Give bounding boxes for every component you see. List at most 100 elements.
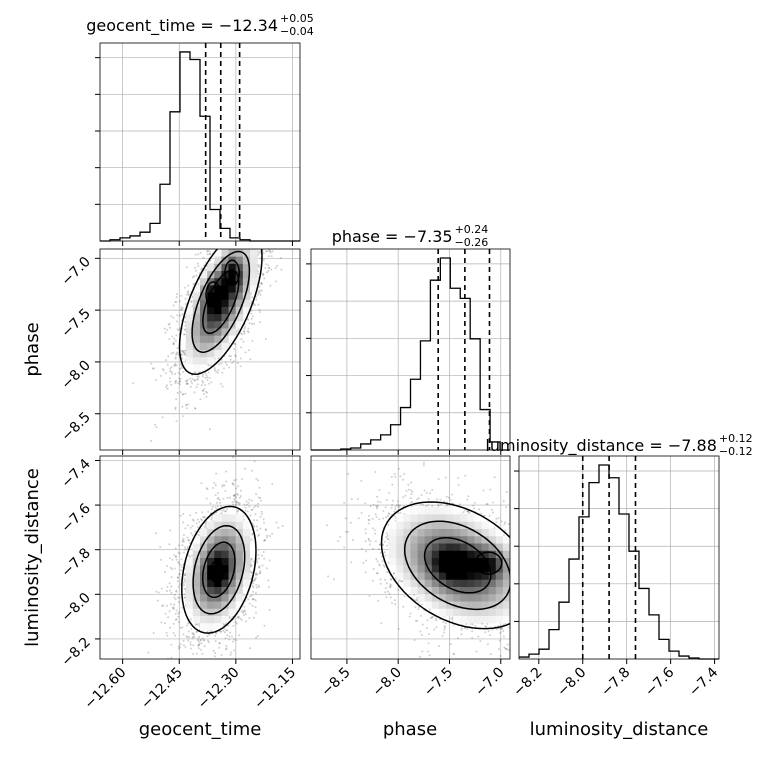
sample-point — [173, 342, 175, 345]
sample-point — [193, 636, 196, 639]
sample-point — [237, 615, 240, 618]
sample-point — [235, 501, 238, 504]
sample-point — [170, 383, 173, 386]
density-cell — [242, 270, 251, 279]
sample-point — [250, 661, 252, 663]
sample-point — [257, 584, 260, 587]
sample-point — [262, 258, 265, 261]
sample-point — [234, 504, 237, 507]
sample-point — [166, 634, 169, 637]
hist-geocent_time — [95, 43, 300, 242]
sample-point — [159, 374, 162, 377]
sample-point — [229, 631, 232, 634]
sample-point — [174, 406, 177, 409]
density-cell — [228, 313, 237, 322]
sample-point — [240, 346, 243, 349]
sample-point — [229, 653, 232, 656]
sample-point — [257, 496, 260, 499]
contour-0 — [202, 269, 240, 335]
sample-point — [175, 296, 178, 299]
sample-point — [161, 368, 164, 371]
sample-point — [181, 539, 184, 542]
sample-point — [210, 630, 212, 633]
sample-point — [201, 375, 204, 378]
sample-point — [246, 503, 249, 506]
sample-point — [191, 378, 194, 381]
sample-point — [262, 252, 265, 255]
sample-point — [259, 250, 262, 253]
sample-point — [183, 587, 186, 590]
sample-point — [192, 632, 195, 635]
sample-point — [280, 268, 283, 271]
sample-point — [255, 572, 258, 574]
sample-point — [189, 641, 192, 644]
sample-point — [232, 494, 235, 497]
sample-point — [253, 578, 256, 581]
sample-point — [240, 332, 242, 335]
sample-point — [244, 467, 247, 470]
sample-point — [184, 392, 187, 395]
sample-point — [172, 607, 175, 609]
sample-point — [257, 264, 260, 267]
sample-point — [216, 371, 219, 374]
scatter-geocent_time-vs-luminosity_distance-points — [147, 456, 284, 668]
sample-point — [185, 266, 188, 269]
density-cell — [214, 270, 222, 279]
sample-point — [210, 518, 213, 521]
sample-point — [177, 615, 180, 618]
sample-point — [206, 488, 209, 491]
sample-point — [201, 511, 204, 514]
sample-point — [244, 610, 246, 613]
sample-point — [201, 666, 203, 668]
sample-point — [250, 317, 253, 320]
sample-point — [183, 286, 186, 289]
sample-point — [232, 503, 235, 506]
sample-point — [237, 617, 240, 619]
sample-point — [213, 367, 216, 370]
sample-point — [207, 510, 210, 513]
sample-point — [225, 629, 228, 632]
sample-point — [234, 246, 236, 248]
sample-point — [183, 352, 186, 355]
sample-point — [203, 645, 206, 648]
density-cell — [192, 356, 201, 365]
sample-point — [204, 372, 207, 375]
sample-point — [240, 610, 243, 613]
sample-point — [183, 596, 186, 599]
sample-point — [179, 373, 182, 376]
sample-point — [250, 312, 253, 315]
sample-point — [186, 379, 189, 381]
sample-point — [189, 618, 192, 621]
sample-point — [175, 334, 178, 337]
hist-luminosity_distance-step — [519, 464, 719, 660]
sample-point — [177, 577, 180, 579]
sample-point — [258, 308, 261, 311]
sample-point — [233, 498, 236, 500]
sample-point — [198, 643, 200, 646]
sample-point — [247, 501, 250, 504]
sample-point — [175, 589, 178, 592]
sample-point — [198, 644, 200, 646]
sample-point — [197, 253, 200, 256]
density-cell — [207, 299, 215, 307]
sample-point — [237, 241, 239, 243]
sample-point — [228, 244, 230, 246]
sample-point — [259, 499, 262, 502]
sample-point — [197, 647, 200, 650]
sample-point — [195, 386, 198, 389]
sample-point — [233, 348, 236, 350]
sample-point — [262, 273, 265, 275]
sample-point — [250, 571, 253, 574]
sample-point — [182, 633, 185, 636]
density-cell — [185, 349, 194, 358]
sample-point — [259, 527, 262, 530]
sample-point — [193, 275, 195, 278]
sample-point — [231, 501, 234, 504]
density-cell — [200, 277, 208, 286]
density-cell — [192, 292, 201, 300]
sample-point — [223, 627, 226, 630]
density-cell — [235, 277, 244, 286]
sample-point — [175, 351, 178, 354]
sample-point — [252, 590, 255, 593]
sample-point — [258, 486, 261, 489]
